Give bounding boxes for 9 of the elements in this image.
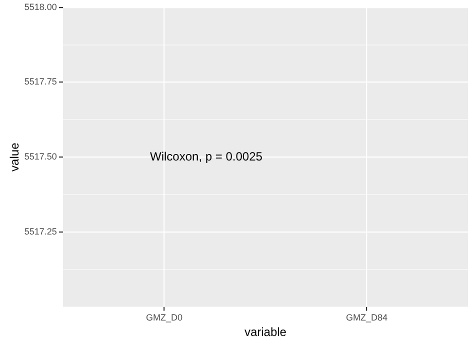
y-tick-label: 5517.25 xyxy=(24,226,57,236)
annotation: Wilcoxon, p = 0.0025 xyxy=(150,149,263,164)
y-tick-label: 5518.00 xyxy=(24,2,57,12)
x-tick-label: GMZ_D84 xyxy=(346,312,388,323)
y-tick-label: 5517.75 xyxy=(24,76,57,87)
x-axis-title: variable xyxy=(244,325,287,340)
y-axis-title: value xyxy=(8,142,22,172)
y-tick-label: 5517.50 xyxy=(24,152,57,162)
x-tick-label: GMZ_D0 xyxy=(146,312,182,323)
